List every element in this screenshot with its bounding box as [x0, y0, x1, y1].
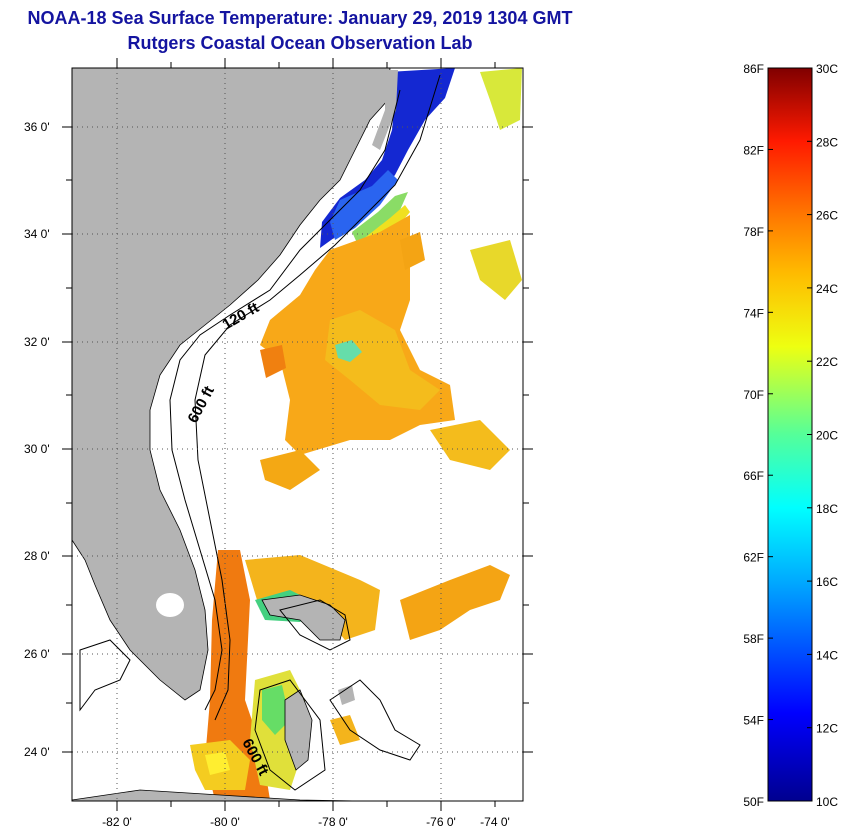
land-cuba: [72, 789, 361, 801]
colorbar-celsius-label: 16C: [816, 575, 838, 589]
colorbar: [767, 67, 813, 802]
colorbar-fahrenheit-label: 82F: [743, 143, 764, 157]
colorbar-celsius-label: 10C: [816, 795, 838, 809]
lat-label: 30 0': [24, 442, 50, 456]
lat-label: 28 0': [24, 549, 50, 563]
lon-label: -74 0': [480, 815, 510, 829]
chart-subtitle: Rutgers Coastal Ocean Observation Lab: [127, 33, 473, 53]
colorbar-celsius-labels: 30C 28C 26C 24C 22C 20C 18C 16C 14C 12C 10C: [816, 62, 838, 809]
colorbar-celsius-label: 14C: [816, 648, 838, 662]
lat-label: 36 0': [24, 120, 50, 134]
colorbar-fahrenheit-label: 86F: [743, 62, 764, 76]
lon-label: -82 0': [102, 815, 132, 829]
colorbar-celsius-label: 24C: [816, 282, 838, 296]
chart-title: NOAA-18 Sea Surface Temperature: January…: [27, 8, 573, 28]
land-bahamas-andros: [284, 689, 313, 771]
colorbar-fahrenheit-label: 70F: [743, 388, 764, 402]
colorbar-ticks: [768, 67, 812, 802]
lat-label: 26 0': [24, 647, 50, 661]
map-frame: [71, 67, 524, 802]
colorbar-celsius-label: 12C: [816, 722, 838, 736]
colorbar-celsius-label: 20C: [816, 429, 838, 443]
bathymetry-contours: [79, 74, 441, 791]
land-bahamas-small: [338, 685, 355, 705]
colorbar-fahrenheit-label: 66F: [743, 469, 764, 483]
lake-okeechobee: [156, 593, 184, 617]
colorbar-fahrenheit-label: 58F: [743, 632, 764, 646]
colorbar-celsius-label: 18C: [816, 502, 838, 516]
colorbar-fahrenheit-label: 50F: [743, 795, 764, 809]
colorbar-fahrenheit-labels: 86F 82F 78F 74F 70F 66F 62F 58F 54F 50F: [743, 62, 764, 809]
graticule: [72, 68, 523, 801]
colorbar-celsius-label: 28C: [816, 135, 838, 149]
lon-label: -78 0': [318, 815, 348, 829]
lat-label: 32 0': [24, 335, 50, 349]
land-mainland: [72, 68, 391, 701]
land-bahamas-north: [261, 594, 346, 641]
colorbar-fahrenheit-label: 54F: [743, 714, 764, 728]
colorbar-fahrenheit-label: 74F: [743, 306, 764, 320]
colorbar-fahrenheit-label: 62F: [743, 551, 764, 565]
lat-label: 34 0': [24, 227, 50, 241]
lon-label: -76 0': [426, 815, 456, 829]
lat-label: 24 0': [24, 745, 50, 759]
colorbar-celsius-label: 22C: [816, 355, 838, 369]
colorbar-celsius-label: 26C: [816, 209, 838, 223]
colorbar-celsius-label: 30C: [816, 62, 838, 76]
frame-ticks: [62, 58, 533, 811]
land-outer-banks: [372, 70, 398, 150]
colorbar-fahrenheit-label: 78F: [743, 225, 764, 239]
lon-label: -80 0': [210, 815, 240, 829]
